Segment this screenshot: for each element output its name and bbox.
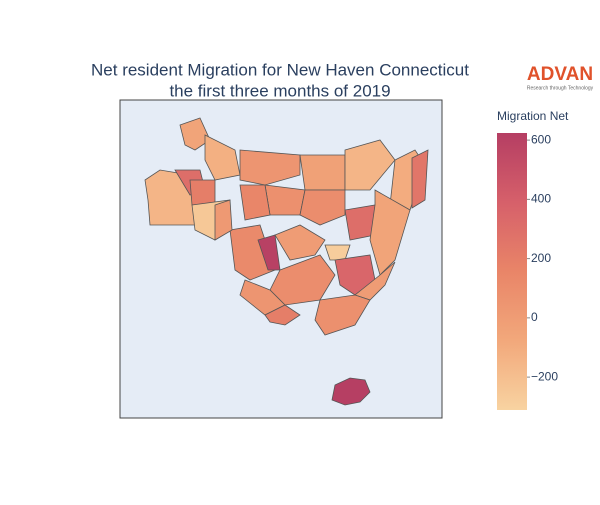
region	[179, 117, 211, 151]
region	[189, 179, 216, 206]
region	[204, 134, 241, 181]
regions	[144, 117, 429, 406]
region	[214, 199, 233, 241]
colorbar-title: Migration Net	[497, 109, 569, 123]
chart-subtitle: the first three months of 2019	[169, 81, 390, 100]
region	[299, 189, 346, 226]
colorbar-tick-label: 200	[531, 251, 551, 265]
colorbar-tick-label: −200	[531, 369, 558, 383]
region	[264, 184, 306, 216]
region	[299, 154, 346, 191]
region	[411, 149, 429, 209]
logo-text: ADVAN	[527, 64, 593, 85]
logo-tagline: Research through Technology	[527, 85, 594, 91]
region	[314, 294, 371, 336]
colorbar	[497, 133, 527, 410]
region	[264, 304, 301, 326]
region	[274, 224, 326, 261]
region	[331, 377, 371, 406]
region	[344, 139, 396, 191]
region	[239, 184, 271, 221]
colorbar-tick-label: 600	[531, 132, 551, 146]
colorbar-tick-label: 400	[531, 192, 551, 206]
chart-title: Net resident Migration for New Haven Con…	[91, 60, 469, 79]
region	[239, 149, 301, 186]
colorbar-tick-label: 0	[531, 310, 538, 324]
